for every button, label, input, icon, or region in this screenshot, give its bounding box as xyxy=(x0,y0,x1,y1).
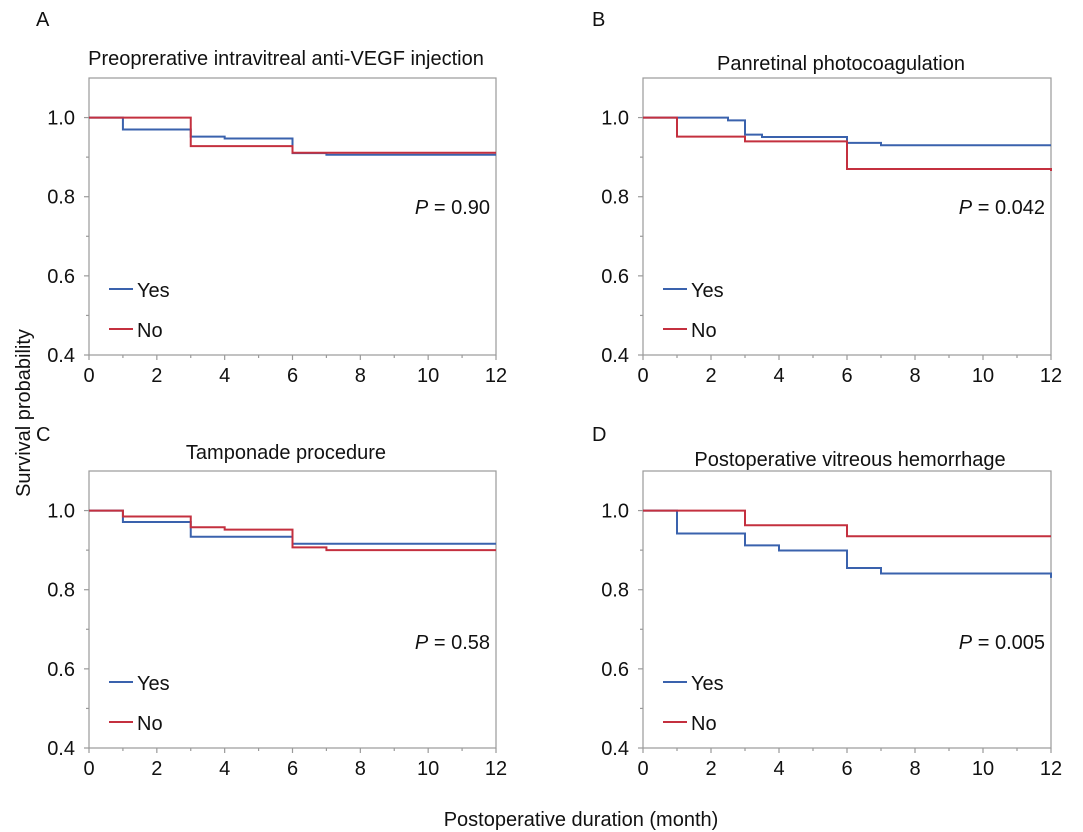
y-tick-label: 1.0 xyxy=(601,108,629,130)
x-tick-label: 0 xyxy=(637,758,648,780)
y-tick-label: 0.4 xyxy=(601,345,629,367)
legend-label: Yes xyxy=(691,280,724,302)
panel-title: Panretinal photocoagulation xyxy=(717,53,965,75)
p-value-annotation: P = 0.90 xyxy=(415,197,490,219)
x-tick-label: 10 xyxy=(972,365,994,387)
plot-area: 0 2 4 6 8 10 12 0.4 0.6 0.8 1.0 Yes No P = 0.042 xyxy=(601,77,1062,387)
y-tick-label: 0.8 xyxy=(47,187,75,209)
x-tick-label: 10 xyxy=(417,758,439,780)
plot-area: 0 2 4 6 8 10 12 0.4 0.6 0.8 1.0 Yes No P = 0.58 xyxy=(47,470,507,780)
panel-title: Preoprerative intravitreal anti-VEGF inj… xyxy=(88,48,484,70)
x-tick-label: 0 xyxy=(637,365,648,387)
series-line-yes xyxy=(643,509,1052,578)
p-symbol: P xyxy=(959,197,973,219)
x-tick-label: 6 xyxy=(841,365,852,387)
x-tick-label: 6 xyxy=(287,758,298,780)
y-tick-label: 1.0 xyxy=(47,501,75,523)
y-tick-label: 0.6 xyxy=(47,266,75,288)
x-tick-label: 8 xyxy=(909,758,920,780)
x-tick-label: 0 xyxy=(83,758,94,780)
y-tick-label: 0.8 xyxy=(601,187,629,209)
p-value: = 0.90 xyxy=(434,197,490,219)
panel-a: A Preoprerative intravitreal anti-VEGF i… xyxy=(36,9,507,387)
p-value-annotation: P = 0.58 xyxy=(415,632,490,654)
series-line-no xyxy=(643,116,1052,171)
legend-label: No xyxy=(137,713,163,735)
plot-frame xyxy=(88,470,497,749)
y-tick-label: 0.6 xyxy=(601,266,629,288)
x-tick-label: 8 xyxy=(355,758,366,780)
p-symbol: P xyxy=(415,197,429,219)
series-line-no xyxy=(643,509,1051,538)
x-tick-label: 12 xyxy=(485,758,507,780)
x-tick-label: 4 xyxy=(773,758,784,780)
y-tick-label: 0.8 xyxy=(601,580,629,602)
panel-d: D Postoperative vitreous hemorrhage 0 2 4 6… xyxy=(592,424,1062,780)
panel-c: C Tamponade procedure 0 2 4 6 8 10 12 0.4 0.6 0.8… xyxy=(36,424,507,780)
x-tick-label: 12 xyxy=(1040,758,1062,780)
x-tick-label: 10 xyxy=(417,365,439,387)
series-line-yes xyxy=(643,116,1051,147)
panel-b: B Panretinal photocoagulation 0 2 4 6 8 10 120… xyxy=(592,9,1062,387)
x-tick-label: 8 xyxy=(909,365,920,387)
panel-letter: B xyxy=(592,9,605,31)
p-symbol: P xyxy=(959,632,973,654)
plot-frame xyxy=(642,470,1052,749)
x-tick-label: 2 xyxy=(151,365,162,387)
x-tick-label: 12 xyxy=(485,365,507,387)
x-tick-label: 4 xyxy=(219,758,230,780)
x-tick-label: 10 xyxy=(972,758,994,780)
x-tick-label: 2 xyxy=(151,758,162,780)
y-tick-label: 0.6 xyxy=(47,659,75,681)
shared-x-axis-label: Postoperative duration (month) xyxy=(444,809,719,831)
panel-letter: A xyxy=(36,9,50,31)
y-tick-label: 0.6 xyxy=(601,659,629,681)
shared-y-axis-label: Survival probability xyxy=(13,329,35,497)
x-tick-label: 4 xyxy=(219,365,230,387)
legend-label: Yes xyxy=(137,280,170,302)
p-value: = 0.58 xyxy=(434,632,490,654)
legend-label: No xyxy=(137,320,163,342)
y-tick-label: 1.0 xyxy=(601,501,629,523)
panel-title: Tamponade procedure xyxy=(186,442,386,464)
legend-label: Yes xyxy=(691,673,724,695)
panel-letter: D xyxy=(592,424,606,446)
x-tick-label: 0 xyxy=(83,365,94,387)
panel-letter: C xyxy=(36,424,50,446)
plot-area: 0 2 4 6 8 10 12 0.4 0.6 0.8 1.0 Yes No P = 0.005 xyxy=(601,470,1062,780)
legend-label: Yes xyxy=(137,673,170,695)
x-tick-label: 2 xyxy=(705,758,716,780)
p-value-annotation: P = 0.042 xyxy=(959,197,1045,219)
plot-area: 0 2 4 6 8 10 12 0.4 0.6 0.8 1.0 Yes No P = 0.90 xyxy=(47,77,507,387)
series-line-no xyxy=(89,116,496,154)
panel-title: Postoperative vitreous hemorrhage xyxy=(694,449,1005,471)
p-value-annotation: P = 0.005 xyxy=(959,632,1045,654)
x-tick-label: 8 xyxy=(355,365,366,387)
p-symbol: P xyxy=(415,632,429,654)
x-tick-label: 2 xyxy=(705,365,716,387)
p-value: = 0.042 xyxy=(978,197,1045,219)
legend-label: No xyxy=(691,713,717,735)
y-tick-label: 0.8 xyxy=(47,580,75,602)
series-line-no xyxy=(89,509,496,552)
y-tick-label: 1.0 xyxy=(47,108,75,130)
legend-label: No xyxy=(691,320,717,342)
x-tick-label: 6 xyxy=(841,758,852,780)
y-tick-label: 0.4 xyxy=(47,345,75,367)
y-tick-label: 0.4 xyxy=(47,738,75,760)
x-tick-label: 4 xyxy=(773,365,784,387)
x-tick-label: 12 xyxy=(1040,365,1062,387)
x-tick-label: 6 xyxy=(287,365,298,387)
y-tick-label: 0.4 xyxy=(601,738,629,760)
p-value: = 0.005 xyxy=(978,632,1045,654)
